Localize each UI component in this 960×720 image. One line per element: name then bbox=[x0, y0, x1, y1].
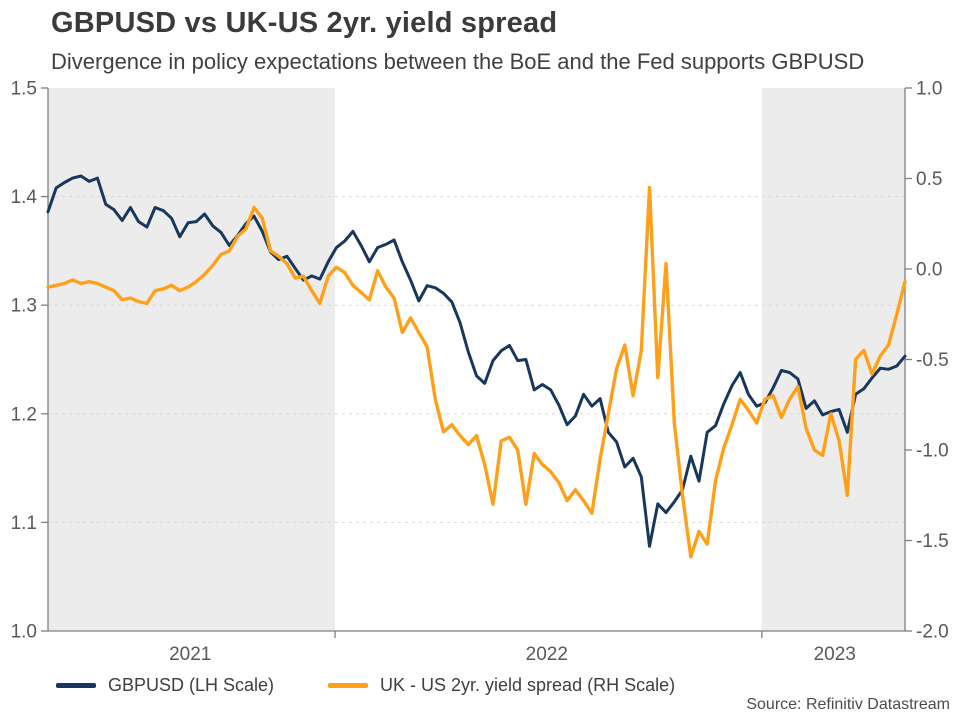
legend-item-gbpusd: GBPUSD (LH Scale) bbox=[56, 672, 274, 698]
right-axis-tick-label: 0.5 bbox=[916, 169, 942, 190]
right-axis-tick-label: -1.5 bbox=[916, 531, 949, 552]
chart-subtitle: Divergence in policy expectations betwee… bbox=[51, 49, 865, 74]
legend: GBPUSD (LH Scale) UK - US 2yr. yield spr… bbox=[0, 672, 960, 698]
year-shaded-band bbox=[48, 88, 336, 631]
right-axis-tick-label: -1.0 bbox=[916, 441, 949, 462]
right-axis-tick-label: -0.5 bbox=[916, 350, 949, 371]
yield-spread-line bbox=[46, 185, 907, 559]
left-axis-tick-label: 1.0 bbox=[11, 622, 37, 643]
x-axis-year-label: 2021 bbox=[169, 644, 211, 665]
legend-label-yield-spread: UK - US 2yr. yield spread (RH Scale) bbox=[380, 674, 676, 695]
left-axis-tick-label: 1.5 bbox=[11, 79, 37, 100]
right-axis-tick-label: -2.0 bbox=[916, 622, 949, 643]
year-shaded-band bbox=[761, 88, 905, 631]
left-axis-tick-label: 1.1 bbox=[11, 513, 37, 534]
left-axis-tick-label: 1.4 bbox=[11, 187, 38, 208]
x-axis-year-label: 2022 bbox=[526, 644, 568, 665]
left-axis-tick-label: 1.2 bbox=[11, 404, 37, 425]
gbpusd-line-swatch bbox=[56, 682, 96, 688]
x-axis-year-label: 2023 bbox=[814, 644, 856, 665]
source-note: Source: Refinitiv Datastream bbox=[746, 696, 950, 713]
chart-title: GBPUSD vs UK-US 2yr. yield spread bbox=[51, 7, 558, 39]
yield-spread-line-swatch bbox=[328, 682, 368, 688]
legend-item-yield-spread: UK - US 2yr. yield spread (RH Scale) bbox=[328, 672, 675, 698]
left-axis-tick-label: 1.3 bbox=[11, 296, 37, 317]
legend-label-gbpusd: GBPUSD (LH Scale) bbox=[108, 674, 275, 695]
right-axis-tick-label: 1.0 bbox=[916, 79, 942, 100]
right-axis-tick-label: 0.0 bbox=[916, 260, 942, 281]
